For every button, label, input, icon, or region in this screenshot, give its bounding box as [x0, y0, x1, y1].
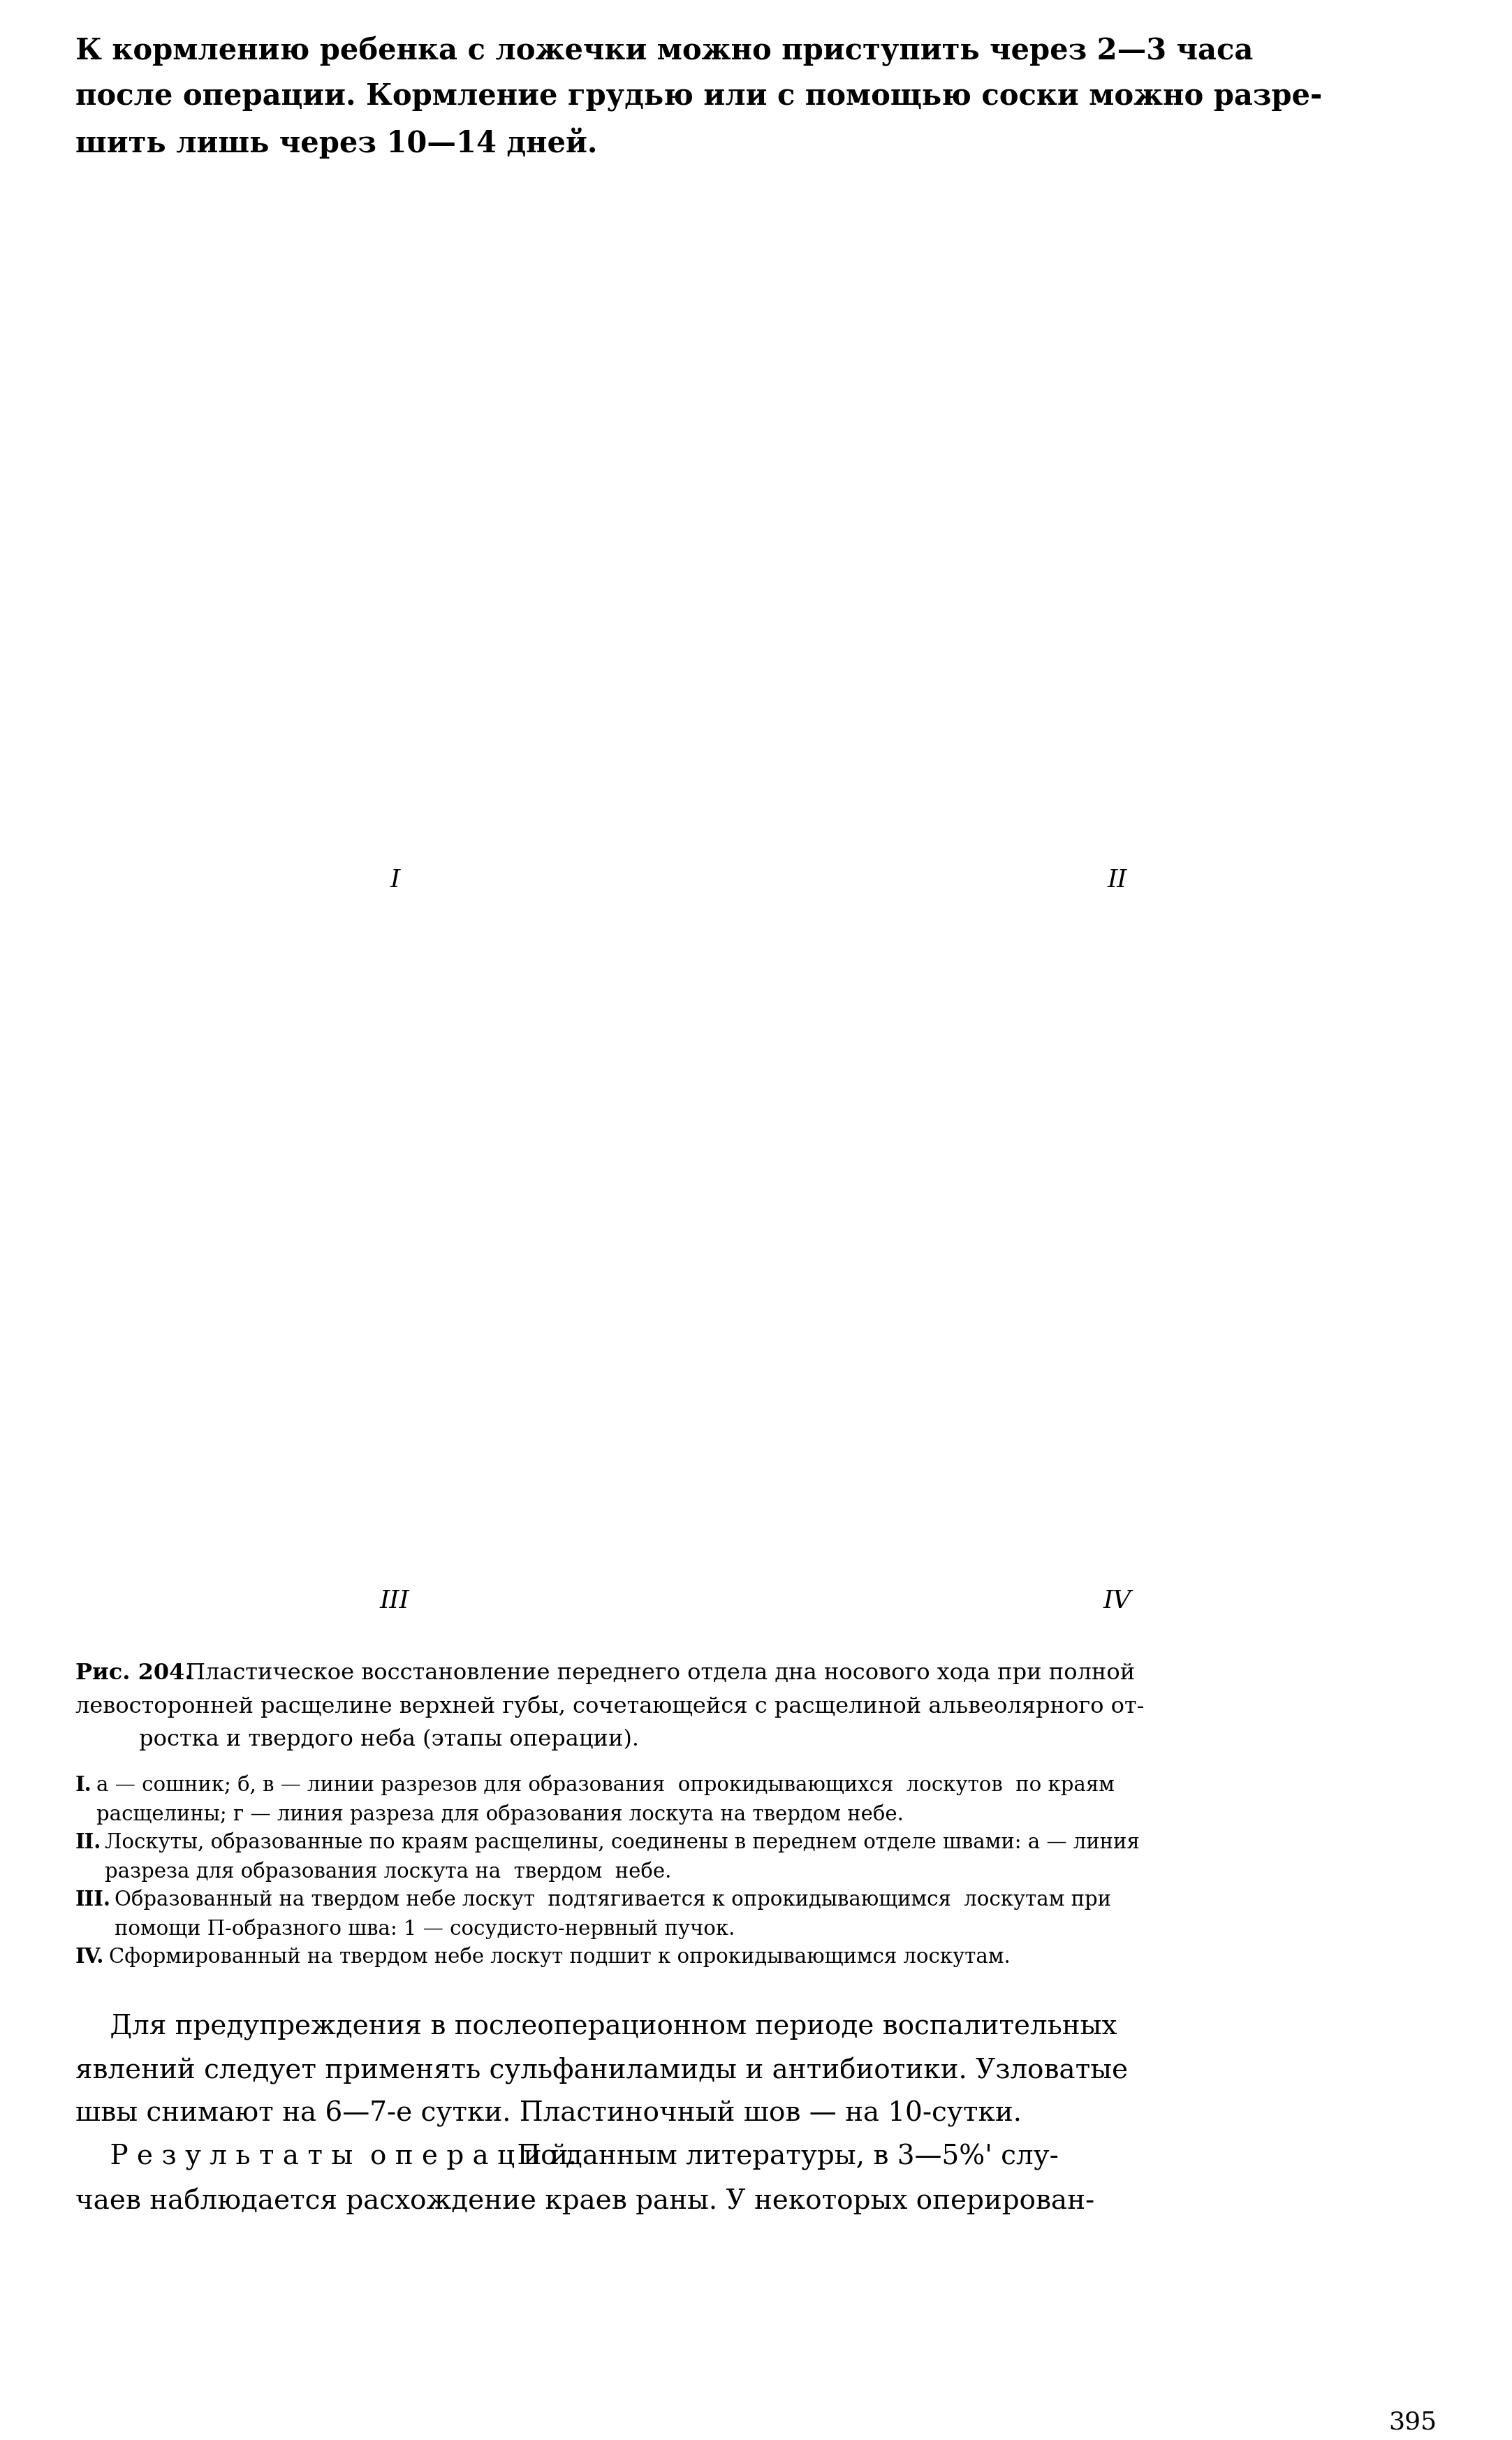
- Text: после операции. Кормление грудью или с помощью соски можно разре-: после операции. Кормление грудью или с п…: [76, 81, 1321, 112]
- Text: а — сошник; б, в — линии разрезов для образования  опрокидывающихся  лоскутов  п: а — сошник; б, в — линии разрезов для об…: [97, 1774, 1114, 1796]
- Text: шить лишь через 10—14 дней.: шить лишь через 10—14 дней.: [76, 127, 597, 159]
- Text: чаев наблюдается расхождение краев раны. У некоторых оперирован-: чаев наблюдается расхождение краев раны.…: [76, 2186, 1095, 2213]
- Text: IV.: IV.: [76, 1947, 104, 1967]
- Text: разреза для образования лоскута на  твердом  небе.: разреза для образования лоскута на тверд…: [104, 1862, 671, 1881]
- Text: ростка и твердого неба (этапы операции).: ростка и твердого неба (этапы операции).: [76, 1728, 640, 1749]
- Text: I: I: [390, 869, 399, 891]
- Text: Для предупреждения в послеоперационном периоде воспалительных: Для предупреждения в послеоперационном п…: [76, 2013, 1117, 2040]
- Text: Пластическое восстановление переднего отдела дна носового хода при полной: Пластическое восстановление переднего от…: [178, 1662, 1136, 1684]
- Text: Сформированный на твердом небе лоскут подшит к опрокидывающимся лоскутам.: Сформированный на твердом небе лоскут по…: [109, 1947, 1010, 1967]
- Text: помощи П-образного шва: 1 — сосудисто-нервный пучок.: помощи П-образного шва: 1 — сосудисто-не…: [115, 1918, 735, 1940]
- Text: I.: I.: [76, 1774, 92, 1796]
- Text: III.: III.: [76, 1889, 110, 1911]
- Text: IV: IV: [1104, 1588, 1131, 1613]
- Text: II: II: [1107, 869, 1126, 891]
- Text: явлений следует применять сульфаниламиды и антибиотики. Узловатые: явлений следует применять сульфаниламиды…: [76, 2057, 1128, 2084]
- Text: швы снимают на 6—7-е сутки. Пластиночный шов — на 10-сутки.: швы снимают на 6—7-е сутки. Пластиночный…: [76, 2101, 1022, 2128]
- Text: Образованный на твердом небе лоскут  подтягивается к опрокидывающимся  лоскутам : Образованный на твердом небе лоскут подт…: [115, 1889, 1111, 1911]
- Text: По данным литературы, в 3—5%' слу-: По данным литературы, в 3—5%' слу-: [508, 2145, 1058, 2169]
- Text: III: III: [380, 1588, 410, 1613]
- Text: расщелины; г — линия разреза для образования лоскута на твердом небе.: расщелины; г — линия разреза для образов…: [97, 1803, 904, 1825]
- Text: Лоскуты, образованные по краям расщелины, соединены в переднем отделе швами: а —: Лоскуты, образованные по краям расщелины…: [104, 1832, 1140, 1852]
- Text: Рис. 204.: Рис. 204.: [76, 1662, 192, 1684]
- Text: II.: II.: [76, 1832, 101, 1852]
- Text: 395: 395: [1388, 2411, 1436, 2433]
- Text: левосторонней расщелине верхней губы, сочетающейся с расщелиной альвеолярного от: левосторонней расщелине верхней губы, со…: [76, 1696, 1145, 1718]
- Text: К кормлению ребенка с ложечки можно приступить через 2—3 часа: К кормлению ребенка с ложечки можно прис…: [76, 37, 1253, 66]
- Text: Р е з у л ь т а т ы  о п е р а ц и й.: Р е з у л ь т а т ы о п е р а ц и й.: [76, 2145, 576, 2169]
